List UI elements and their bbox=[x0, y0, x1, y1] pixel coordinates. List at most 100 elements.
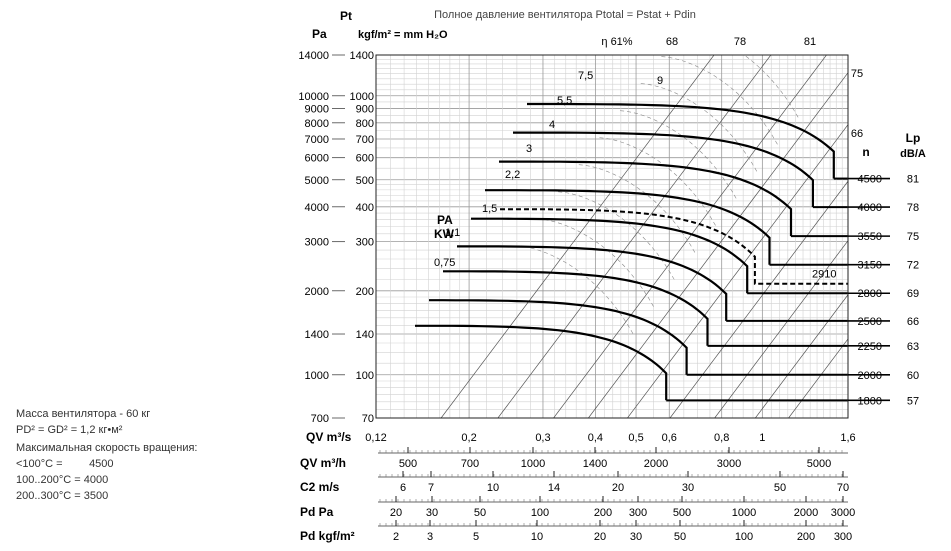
speed-curve bbox=[527, 102, 835, 179]
secondary-axis-tick-label: 300 bbox=[834, 531, 852, 543]
fan-inertia: PD² = GD² = 1,2 кг•м² bbox=[16, 424, 123, 436]
secondary-axis-tick-label: 30 bbox=[682, 482, 694, 494]
lp-label: 81 bbox=[907, 174, 919, 186]
speed-curves bbox=[415, 102, 848, 402]
secondary-axis-tick-label: 30 bbox=[630, 531, 642, 543]
secondary-axis-tick-label: 2 bbox=[393, 531, 399, 543]
y-tick-label-kgf: 900 bbox=[356, 104, 374, 116]
power-curve bbox=[620, 110, 738, 201]
efficiency-label: η 61% bbox=[601, 36, 632, 48]
lp-unit-label: dB/A bbox=[900, 148, 926, 160]
power-curve bbox=[661, 56, 779, 147]
secondary-axis-tick-label: 3000 bbox=[831, 507, 855, 519]
lp-label: 57 bbox=[907, 395, 919, 407]
y-tick-label-pa: 4000 bbox=[305, 202, 329, 214]
secondary-axis-label: Pd Pa bbox=[300, 505, 334, 519]
speed-curve bbox=[471, 217, 749, 294]
max-speed-range: <100°C = bbox=[16, 458, 63, 470]
lp-label: Lp bbox=[906, 131, 921, 145]
y-tick-label-kgf: 1000 bbox=[350, 91, 374, 103]
secondary-axis-tick-label: 3000 bbox=[717, 458, 741, 470]
chart-title: Полное давление вентилятора Ptotal = Pst… bbox=[434, 9, 696, 21]
speed-curve bbox=[415, 324, 668, 401]
max-speed-value: 4500 bbox=[89, 458, 114, 470]
power-curve bbox=[640, 83, 759, 174]
secondary-axis-tick-label: 70 bbox=[837, 482, 849, 494]
efficiency-line bbox=[497, 55, 772, 418]
secondary-axis-tick-label: 5 bbox=[473, 531, 479, 543]
y-tick-label-pa: 5000 bbox=[305, 175, 329, 187]
y-tick-label-kgf: 500 bbox=[356, 175, 374, 187]
efficiency-line bbox=[788, 338, 848, 418]
max-speed-value: 3500 bbox=[83, 490, 109, 502]
y-tick-label-pa: 9000 bbox=[305, 104, 329, 116]
speed-label: 2500 bbox=[858, 316, 882, 328]
speed-curve bbox=[429, 299, 688, 375]
max-speed-range: 100..200°C = bbox=[16, 474, 81, 486]
power-label: 9 bbox=[657, 75, 663, 87]
efficiency-line bbox=[627, 124, 848, 418]
fan-specs: Масса вентилятора - 60 кг PD² = GD² = 1,… bbox=[16, 406, 198, 504]
secondary-axis-tick-label: 50 bbox=[774, 482, 786, 494]
secondary-axis-tick-label: 500 bbox=[673, 507, 691, 519]
secondary-axis-tick-label: 3 bbox=[427, 531, 433, 543]
power-label: 2,2 bbox=[505, 169, 520, 181]
lp-label: 60 bbox=[907, 370, 919, 382]
max-speed-row: 200..300°C = 3500 bbox=[16, 488, 198, 504]
secondary-axis-tick-label: 1400 bbox=[583, 458, 607, 470]
y-tick-label-pa: 10000 bbox=[298, 91, 329, 103]
secondary-axis-tick-label: 20 bbox=[594, 531, 606, 543]
secondary-axis-tick-label: 200 bbox=[797, 531, 815, 543]
x-tick-label: 1 bbox=[759, 432, 765, 444]
y-tick-label-pa: 7000 bbox=[305, 134, 329, 146]
lp-label: 69 bbox=[907, 288, 919, 300]
max-speed-value: 4000 bbox=[83, 474, 109, 486]
secondary-axis-tick-label: 7 bbox=[428, 482, 434, 494]
secondary-axis-tick-label: 200 bbox=[594, 507, 612, 519]
secondary-axis-tick-label: 300 bbox=[629, 507, 647, 519]
speed-curve bbox=[513, 131, 814, 208]
secondary-axis-tick-label: 1000 bbox=[521, 458, 545, 470]
secondary-axis-tick-label: 50 bbox=[474, 507, 486, 519]
x-tick-label: 0,12 bbox=[365, 432, 386, 444]
y-tick-label-pa: 6000 bbox=[305, 153, 329, 165]
secondary-axis-tick-label: 20 bbox=[612, 482, 624, 494]
power-label: 5,5 bbox=[557, 95, 572, 107]
y-tick-label-kgf: 100 bbox=[356, 370, 374, 382]
secondary-axis-tick-label: 50 bbox=[674, 531, 686, 543]
efficiency-line bbox=[588, 72, 848, 418]
secondary-axis-tick-label: 2000 bbox=[794, 507, 818, 519]
power-label: 1,5 bbox=[482, 203, 497, 215]
speed-label: 3550 bbox=[858, 231, 882, 243]
speed-label: 3150 bbox=[858, 260, 882, 272]
speed-label: 2800 bbox=[858, 288, 882, 300]
efficiency-label: 75 bbox=[851, 68, 863, 80]
power-curve bbox=[578, 164, 697, 255]
secondary-axis-tick-label: 10 bbox=[531, 531, 543, 543]
max-speed-range: 200..300°C = bbox=[16, 490, 81, 502]
secondary-axes: QV m³/s 0,12 0,2 0,3 0,4 0,5 0,6 0,8 1 1,6 QV m³/h… bbox=[300, 430, 856, 543]
lp-label: 63 bbox=[907, 341, 919, 353]
secondary-axis-label: Pd kgf/m² bbox=[300, 529, 355, 543]
y-tick-label-pa: 700 bbox=[311, 413, 329, 425]
speed-label: 4500 bbox=[858, 174, 882, 186]
secondary-axis-tick-label: 10 bbox=[487, 482, 499, 494]
lp-label: 78 bbox=[907, 202, 919, 214]
y-tick-label-kgf: 400 bbox=[356, 202, 374, 214]
x-tick-label: 0,2 bbox=[461, 432, 476, 444]
power-curve bbox=[558, 191, 676, 282]
y-tick-label-kgf: 800 bbox=[356, 118, 374, 130]
efficiency-label: 81 bbox=[804, 36, 816, 48]
secondary-axis-tick-label: 500 bbox=[399, 458, 417, 470]
y-tick-label-kgf: 140 bbox=[356, 329, 374, 341]
y-tick-label-pa: 2000 bbox=[305, 286, 329, 298]
speed-ticks: 4500 81 4000 78 3550 75 3150 72 2800 69 2500 66 2250… bbox=[848, 174, 919, 407]
x-tick-label: 0,4 bbox=[588, 432, 603, 444]
efficiency-lines bbox=[440, 55, 848, 418]
speed-curve bbox=[443, 270, 709, 346]
power-label: 7,5 bbox=[578, 70, 593, 82]
y-tick-label-pa: 8000 bbox=[305, 118, 329, 130]
power-curve bbox=[537, 218, 655, 309]
secondary-axis-tick-label: 100 bbox=[735, 531, 753, 543]
